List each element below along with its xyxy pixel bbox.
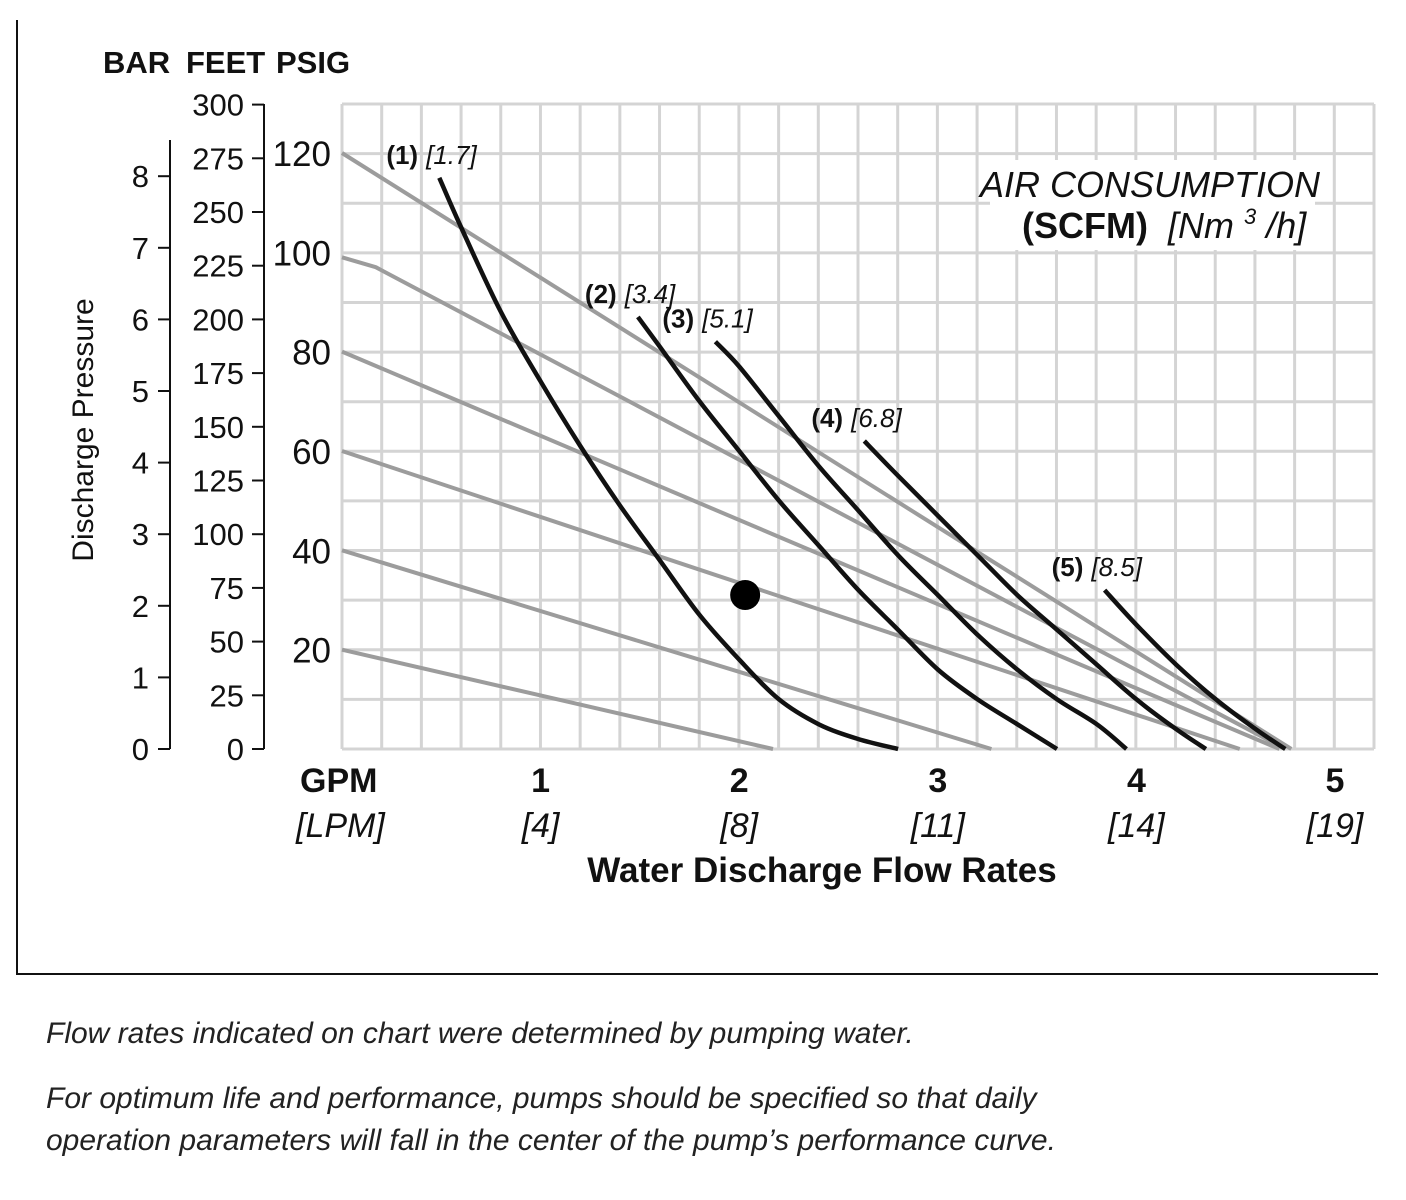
unit-header-bar: BAR — [103, 45, 170, 80]
legend-title-line1: AIR CONSUMPTION — [978, 164, 1321, 205]
curve-number: (1) — [386, 140, 418, 170]
x-tick-sublabel: [4] — [521, 807, 561, 845]
curve-nm3h-value: [8.5] — [1090, 552, 1142, 582]
feet-tick-label: 250 — [192, 195, 244, 230]
pressure-line — [341, 349, 1281, 751]
bar-tick-label: 4 — [132, 446, 149, 481]
feet-tick-label: 50 — [210, 625, 244, 660]
curve-number: (3) — [662, 304, 694, 334]
curve-nm3h-value: [3.4] — [624, 279, 676, 309]
note-optimum-line1: For optimum life and performance, pumps … — [46, 1082, 1037, 1115]
curve-number: (5) — [1052, 552, 1084, 582]
operating-point-marker — [730, 580, 761, 611]
unit-header-psig: PSIG — [276, 45, 350, 80]
x-tick-sublabel: [14] — [1107, 807, 1166, 845]
bar-tick-label: 6 — [132, 302, 149, 337]
curve-label-3: (3) [5.1] — [662, 304, 753, 334]
curve-nm3h-value: [5.1] — [701, 304, 753, 334]
legend-title-scfm: (SCFM) — [1022, 205, 1148, 246]
curve-labels: (1) [1.7] (2) [3.4](3) [5.1] (4) [6.8] (5) [8.5] — [386, 140, 1142, 582]
bar-tick-label: 1 — [132, 660, 149, 695]
note-flow-rates: Flow rates indicated on chart were deter… — [46, 1017, 914, 1050]
curve-label-5: (5) [8.5] — [1052, 552, 1143, 582]
pressure-line — [340, 151, 1293, 751]
feet-tick-label: 300 — [192, 88, 244, 123]
bar-tick-label: 3 — [132, 517, 149, 552]
air-curve-3 — [713, 340, 1128, 751]
psig-tick-label: 40 — [292, 532, 331, 571]
grid — [340, 102, 1376, 751]
x-tick-sublabel: [11] — [910, 807, 967, 845]
pressure-lines — [340, 151, 1293, 751]
x-tick-label: 2 — [730, 762, 749, 800]
x-unit-gpm: GPM — [300, 762, 377, 800]
feet-tick-label: 200 — [192, 302, 244, 337]
bar-tick-label: 7 — [132, 231, 149, 266]
air-curve-2 — [636, 315, 1059, 751]
air-curve-5 — [1102, 588, 1287, 751]
axis-ticks: 0255075100125150175200225250275300012345… — [132, 88, 1365, 845]
curve-nm3h-value: [6.8] — [850, 403, 902, 433]
unit-header-feet: FEET — [186, 45, 265, 80]
pressure-line — [341, 449, 1241, 751]
air-curve-4 — [862, 439, 1208, 751]
note-optimum-line2: operation parameters will fall in the ce… — [46, 1124, 1056, 1157]
air-consumption-curves — [437, 176, 1287, 752]
psig-tick-label: 20 — [292, 632, 331, 671]
x-tick-label: 3 — [928, 762, 947, 800]
bar-tick-label: 0 — [132, 732, 149, 767]
psig-tick-label: 80 — [292, 334, 331, 373]
x-tick-label: 1 — [531, 762, 550, 800]
legend-title-sup: 3 — [1244, 204, 1257, 229]
feet-tick-label: 75 — [210, 571, 244, 606]
x-tick-label: 4 — [1127, 762, 1146, 800]
air-curve-1 — [437, 176, 899, 752]
x-tick-label: 5 — [1326, 762, 1345, 800]
y-axis-label: Discharge Pressure — [67, 298, 100, 561]
pressure-line — [341, 255, 1287, 751]
x-axis-label: Water Discharge Flow Rates — [587, 851, 1056, 890]
curve-label-4: (4) [6.8] — [811, 403, 902, 433]
feet-tick-label: 100 — [192, 517, 244, 552]
legend-title-end: /h] — [1263, 205, 1307, 246]
legend-title-nm: [Nm — [1167, 205, 1234, 246]
feet-tick-label: 150 — [192, 410, 244, 445]
curve-label-1: (1) [1.7] — [386, 140, 477, 170]
x-unit-lpm: [LPM] — [295, 807, 386, 845]
pressure-line — [341, 548, 992, 751]
pressure-line — [341, 647, 774, 751]
curve-number: (2) — [585, 279, 617, 309]
curve-label-2: (2) [3.4] — [585, 279, 676, 309]
bar-tick-label: 5 — [132, 374, 149, 409]
psig-tick-label: 60 — [292, 433, 331, 472]
feet-tick-label: 275 — [192, 141, 244, 176]
feet-tick-label: 175 — [192, 356, 244, 391]
bar-tick-label: 2 — [132, 589, 149, 624]
legend-title-line2: (SCFM) [Nm 3 /h] — [1022, 191, 1307, 246]
curve-nm3h-value: [1.7] — [425, 140, 477, 170]
curve-number: (4) — [811, 403, 843, 433]
feet-tick-label: 0 — [227, 732, 244, 767]
x-tick-sublabel: [19] — [1306, 807, 1365, 845]
x-tick-sublabel: [8] — [719, 807, 759, 845]
feet-tick-label: 25 — [210, 678, 244, 713]
psig-tick-label: 120 — [273, 135, 331, 174]
bar-tick-label: 8 — [132, 159, 149, 194]
feet-tick-label: 225 — [192, 249, 244, 284]
legend-title: AIR CONSUMPTION (SCFM) [Nm 3 /h] — [978, 160, 1321, 250]
feet-tick-label: 125 — [192, 464, 244, 499]
psig-tick-label: 100 — [273, 234, 331, 273]
